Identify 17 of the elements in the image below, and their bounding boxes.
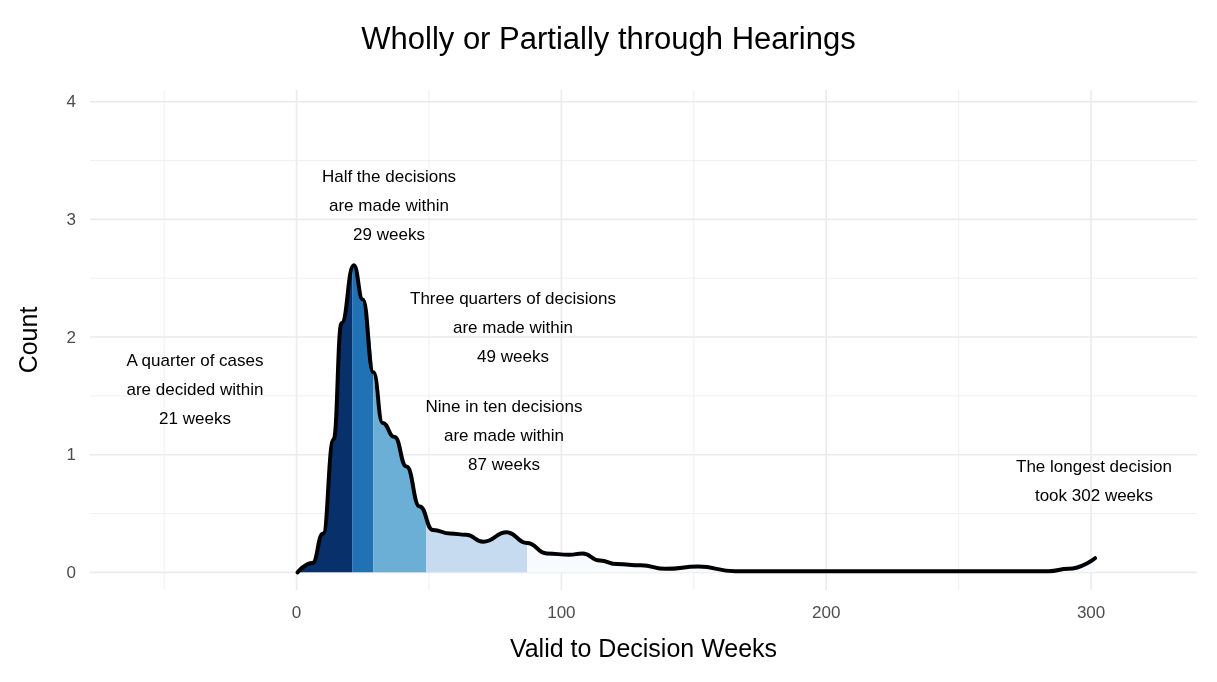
annotation: The longest decision took 302 weeks xyxy=(1016,457,1172,505)
y-tick-label: 2 xyxy=(66,327,76,347)
y-tick-label: 4 xyxy=(66,92,76,112)
annotation: Three quarters of decisions are made within 49 weeks xyxy=(410,288,616,366)
y-tick-label: 3 xyxy=(66,209,76,229)
y-tick-label: 0 xyxy=(66,562,76,582)
x-tick-label: 0 xyxy=(291,603,302,622)
annotation: Nine in ten decisions are made within 87 weeks xyxy=(425,396,583,474)
x-tick-label: 100 xyxy=(547,603,576,622)
chart-title: Wholly or Partially through Hearings xyxy=(361,21,856,56)
annotation: A quarter of cases are decided within 21 weeks xyxy=(126,350,264,428)
y-tick-label: 1 xyxy=(66,445,76,465)
y-axis-title: Count xyxy=(13,306,42,374)
annotation: Half the decisions are made within 29 weeks xyxy=(321,166,457,244)
x-tick-label: 300 xyxy=(1076,603,1106,622)
x-tick-label: 200 xyxy=(812,603,841,622)
x-axis-title: Valid to Decision Weeks xyxy=(509,633,778,662)
